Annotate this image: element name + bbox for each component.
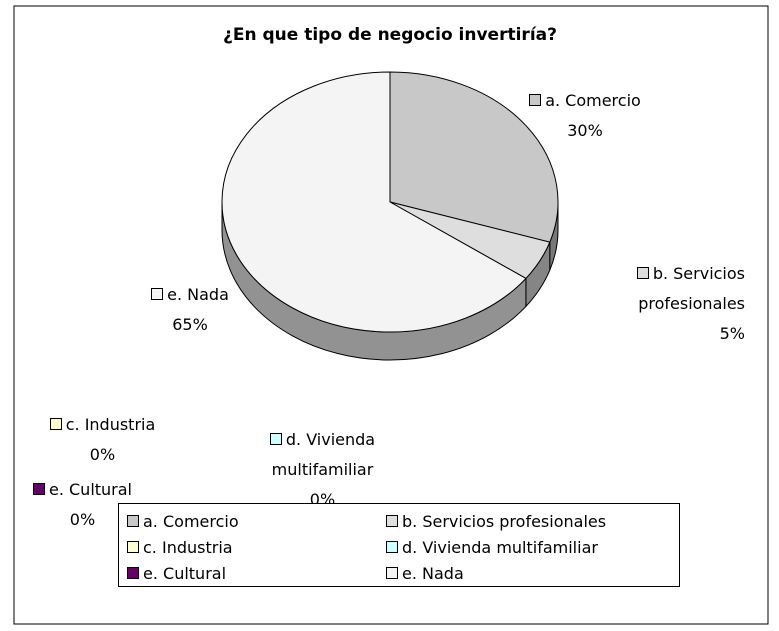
pie-slice: [221, 71, 527, 333]
legend-item: e. Nada: [386, 564, 464, 583]
legend-label: e. Cultural: [143, 564, 227, 583]
legend-label: a. Comercio: [143, 512, 239, 531]
legend-label: c. Industria: [143, 538, 233, 557]
legend-key: [636, 267, 649, 279]
label-category: b. Servicios profesionales: [638, 264, 745, 313]
data-label: d. Vivienda multifamiliar 0%: [230, 425, 415, 515]
data-label: c. Industria 0%: [20, 410, 185, 470]
legend-key: [127, 567, 139, 579]
legend-key: [386, 515, 398, 527]
legend-key: [32, 483, 45, 495]
label-value: 0%: [89, 445, 116, 464]
legend-label: d. Vivienda multifamiliar: [402, 538, 598, 557]
label-value: 65%: [172, 315, 208, 334]
legend-key: [151, 288, 164, 300]
legend-item: d. Vivienda multifamiliar: [386, 538, 598, 557]
legend-item: b. Servicios profesionales: [386, 512, 606, 531]
legend-item: a. Comercio: [127, 512, 239, 531]
legend-key: [269, 433, 282, 445]
label-category: e. Cultural: [48, 480, 132, 499]
legend-key: [127, 541, 139, 553]
legend-key: [386, 567, 398, 579]
pie-tops: [221, 71, 559, 333]
label-value: 0%: [69, 510, 96, 529]
data-label: e. Cultural 0%: [20, 475, 145, 535]
label-value: 5%: [719, 324, 745, 343]
data-label: b. Servicios profesionales 5%: [590, 259, 745, 349]
label-category: a. Comercio: [545, 91, 641, 110]
legend-label: e. Nada: [402, 564, 464, 583]
legend-key: [49, 418, 62, 430]
chart-title: ¿En que tipo de negocio invertiría?: [223, 25, 557, 45]
legend-label: b. Servicios profesionales: [402, 512, 607, 531]
data-label: a. Comercio 30%: [520, 86, 650, 146]
legend-item: c. Industria: [127, 538, 233, 557]
label-category: c. Industria: [65, 415, 156, 434]
legend-key: [127, 515, 139, 527]
legend-key: [386, 541, 398, 553]
pie-slice: [389, 71, 559, 243]
label-category: e. Nada: [167, 285, 229, 304]
legend-item: e. Cultural: [127, 564, 226, 583]
label-value: 30%: [567, 121, 603, 140]
label-category: d. Vivienda multifamiliar: [271, 430, 376, 479]
data-label: e. Nada 65%: [125, 280, 255, 340]
legend-key: [529, 94, 542, 106]
legend: a. Comercio b. Servicios profesionales c. …: [118, 503, 680, 587]
